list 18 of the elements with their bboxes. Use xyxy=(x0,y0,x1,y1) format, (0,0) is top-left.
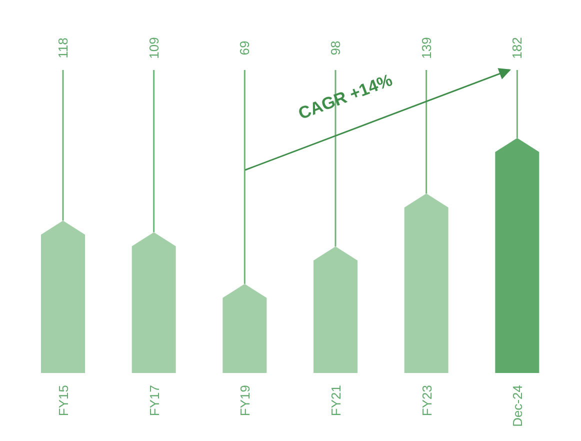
bar xyxy=(404,194,448,373)
x-tick-label: FY19 xyxy=(238,385,253,416)
x-tick-label: Dec-24 xyxy=(510,385,526,427)
bar xyxy=(132,232,176,373)
data-label: 118 xyxy=(56,38,70,58)
x-tick-label: FY17 xyxy=(146,385,162,416)
x-tick-label: FY23 xyxy=(419,385,434,416)
data-label: 98 xyxy=(328,40,343,56)
data-label: 109 xyxy=(146,37,162,59)
bar xyxy=(495,138,540,373)
x-tick-label: FY15 xyxy=(56,385,71,416)
x-tick-label: FY21 xyxy=(328,385,344,416)
bar xyxy=(41,220,85,373)
data-label: 139 xyxy=(418,37,434,59)
data-label: 69 xyxy=(237,40,252,56)
bar xyxy=(314,246,358,373)
text: CAGR +14% xyxy=(296,70,395,124)
data-label: 182 xyxy=(510,37,525,59)
